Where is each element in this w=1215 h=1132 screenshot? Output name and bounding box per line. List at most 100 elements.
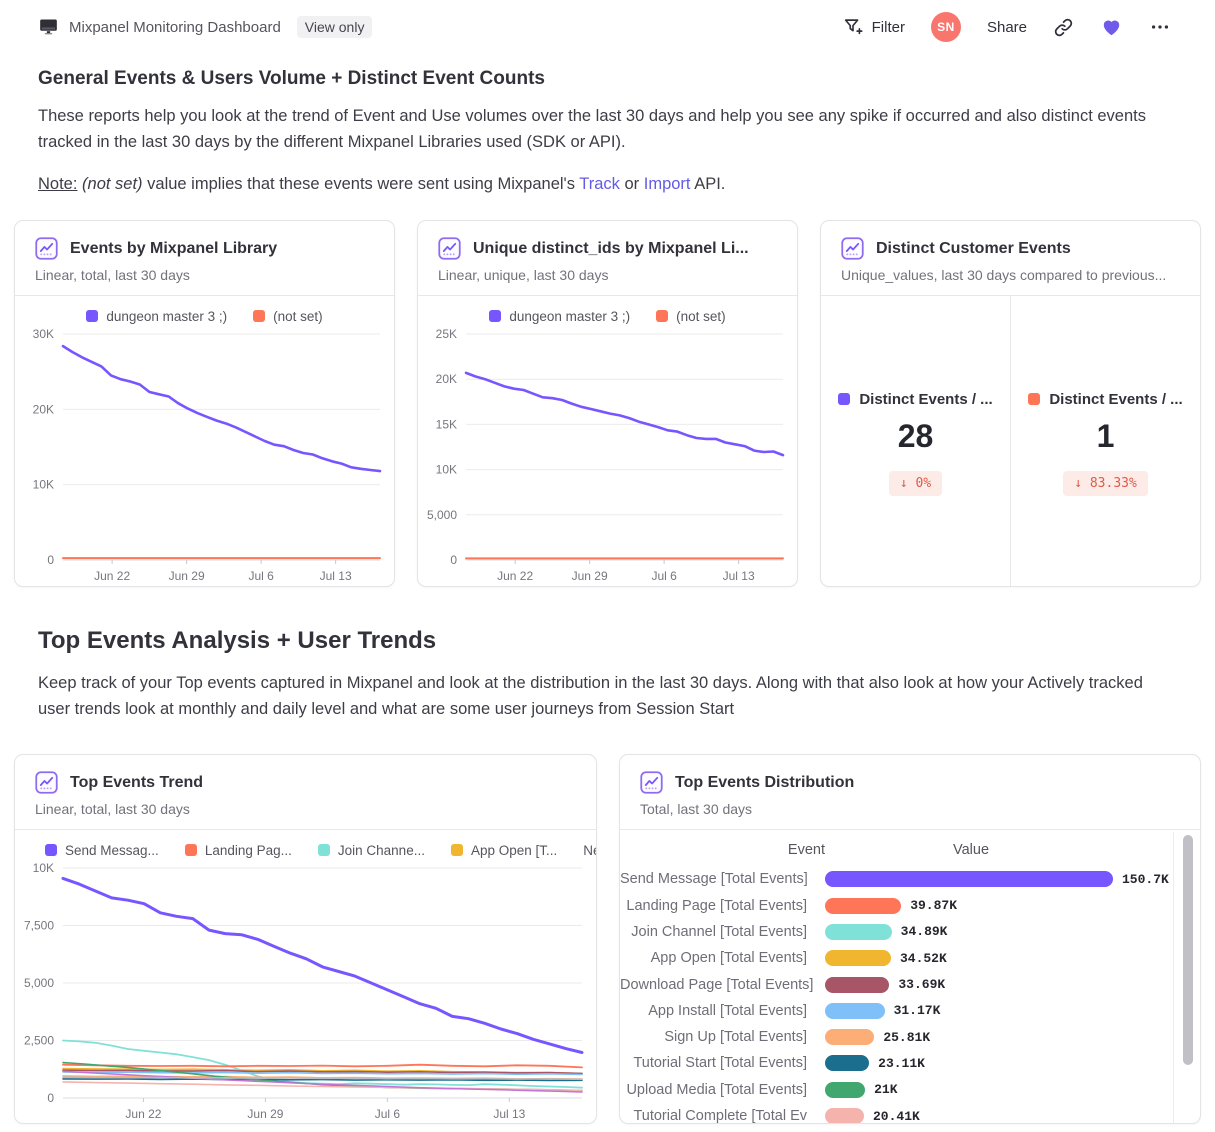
import-link[interactable]: Import <box>643 175 691 194</box>
value-label: 33.69K <box>898 977 946 993</box>
svg-text:10K: 10K <box>33 861 54 875</box>
line-chart-unique-distinct-ids[interactable]: 0 5,000 10K 15K 20K 25K Jun 22 Jun 29 Jul 6 Jul 1… <box>418 326 797 587</box>
legend-swatch <box>656 310 669 323</box>
chart-series-line <box>62 1076 583 1081</box>
view-only-badge[interactable]: View only <box>296 16 373 38</box>
section-description: These reports help you look at the trend… <box>38 107 1146 151</box>
card-title[interactable]: Unique distinct_ids by Mixpanel Li... <box>473 239 749 257</box>
table-row: Landing Page [Total Events] 39.87K <box>620 893 1198 919</box>
legend-item[interactable]: App Open [T... <box>450 843 557 858</box>
event-label: Tutorial Complete [Total Ev <box>633 1108 807 1125</box>
card-title[interactable]: Distinct Customer Events <box>876 239 1071 257</box>
chart-series-line <box>61 877 584 1055</box>
metric-label: Distinct Events / ... <box>1049 390 1183 408</box>
legend-item[interactable]: (not set) <box>656 309 726 324</box>
line-chart-top-events-trend[interactable]: 0 2,500 5,000 7,500 10K Jun 22 Jun 29 Jul 6 Jul … <box>15 860 596 1124</box>
scrollbar-track <box>1173 832 1174 1124</box>
card-subtitle: Linear, total, last 30 days <box>35 801 190 818</box>
monitor-icon <box>38 17 59 37</box>
value-bar[interactable] <box>825 1029 875 1046</box>
chart-legend: dungeon master 3 ;) (not set) <box>418 296 797 326</box>
legend-swatch <box>489 310 502 323</box>
favorite-heart-icon[interactable] <box>1100 16 1123 38</box>
table-row: App Open [Total Events] 34.52K <box>620 945 1198 971</box>
svg-text:Jul 13: Jul 13 <box>320 569 352 583</box>
insights-chart-icon <box>438 237 461 260</box>
value-label: 25.81K <box>883 1029 931 1045</box>
copy-link-icon[interactable] <box>1053 17 1074 38</box>
metric-panel: Distinct Events / ... 28 ↓ 0% <box>821 296 1011 587</box>
line-chart-events-by-library[interactable]: 0 10K 20K 30K Jun 22 Jun 29 Jul 6 Jul 13 <box>15 326 394 587</box>
card-top-events-trend: Top Events Trend Linear, total, last 30 … <box>14 754 597 1125</box>
legend-swatch <box>253 310 266 323</box>
svg-text:5,000: 5,000 <box>427 508 457 522</box>
event-label: Download Page [Total Events] <box>620 976 814 993</box>
legend-label: (not set) <box>676 308 726 324</box>
metric-legend[interactable]: Distinct Events / ... <box>1028 390 1183 408</box>
svg-text:0: 0 <box>450 553 457 567</box>
dashboard-title: Mixpanel Monitoring Dashboard <box>69 18 281 36</box>
legend-item[interactable]: (not set) <box>253 309 323 324</box>
table-row: Join Channel [Total Events] 34.89K <box>620 919 1198 945</box>
track-link[interactable]: Track <box>579 175 620 194</box>
event-label: App Install [Total Events] <box>648 1002 807 1019</box>
note-body: value implies that these events were sen… <box>147 175 575 194</box>
scrollbar-thumb[interactable] <box>1183 835 1193 1066</box>
section-heading-top-events: Top Events Analysis + User Trends <box>38 627 437 655</box>
svg-text:Jun 29: Jun 29 <box>169 569 205 583</box>
distribution-table: Event Value Send Message [Total Events] 1… <box>620 830 1200 1124</box>
value-label: 23.11K <box>878 1055 925 1071</box>
card-unique-distinct-ids: Unique distinct_ids by Mixpanel Li... Li… <box>417 220 798 588</box>
value-label: 34.52K <box>899 950 947 966</box>
more-menu-icon[interactable] <box>1149 16 1171 38</box>
change-badge: ↓ 0% <box>888 470 943 496</box>
legend-swatch <box>838 393 851 406</box>
value-bar[interactable] <box>825 1081 866 1098</box>
value-bar[interactable] <box>825 1002 885 1019</box>
svg-text:20K: 20K <box>436 372 457 386</box>
share-label: Share <box>986 18 1027 36</box>
svg-text:2,500: 2,500 <box>24 1034 54 1048</box>
card-title[interactable]: Top Events Distribution <box>675 773 855 791</box>
filter-button[interactable]: Filter <box>842 16 905 38</box>
metric-legend[interactable]: Distinct Events / ... <box>838 391 993 408</box>
legend-item[interactable]: dungeon master 3 ;) <box>489 309 630 324</box>
legend-item[interactable]: dungeon master 3 ;) <box>86 309 227 324</box>
legend-item[interactable]: Next 8 <box>583 843 596 858</box>
note-api: API. <box>694 175 726 194</box>
value-bar[interactable] <box>825 950 891 967</box>
legend-item[interactable]: Join Channe... <box>317 843 425 858</box>
svg-text:Jul 6: Jul 6 <box>248 569 274 583</box>
svg-text:Jul 13: Jul 13 <box>723 569 755 583</box>
insights-chart-icon <box>841 237 864 260</box>
svg-text:10K: 10K <box>436 463 457 477</box>
legend-item[interactable]: Send Messag... <box>45 843 159 858</box>
svg-text:25K: 25K <box>436 327 457 341</box>
card-title[interactable]: Top Events Trend <box>70 773 204 791</box>
value-bar[interactable] <box>825 871 1113 888</box>
funnel-plus-icon <box>842 16 864 38</box>
share-button[interactable]: Share <box>987 19 1027 36</box>
value-bar[interactable] <box>825 897 902 914</box>
card-title[interactable]: Events by Mixpanel Library <box>70 239 278 257</box>
note-or: or <box>624 175 640 194</box>
avatar[interactable]: SN <box>930 12 961 42</box>
legend-label: Send Messag... <box>65 842 159 858</box>
value-bar[interactable] <box>825 1055 870 1072</box>
card-subtitle: Linear, total, last 30 days <box>35 267 190 284</box>
legend-item[interactable]: Landing Pag... <box>184 842 292 858</box>
table-row: Tutorial Start [Total Events] 23.11K <box>620 1050 1198 1076</box>
note-not-set: (not set) <box>82 175 143 194</box>
value-bar[interactable] <box>825 1108 864 1124</box>
svg-text:7,500: 7,500 <box>24 919 54 933</box>
legend-label: Landing Pag... <box>204 842 292 858</box>
section-heading-general-events: General Events & Users Volume + Distinct… <box>38 68 545 89</box>
value-label: 21K <box>874 1082 898 1098</box>
event-label: Tutorial Start [Total Events] <box>633 1055 807 1072</box>
value-bar[interactable] <box>825 923 892 940</box>
value-bar[interactable] <box>825 976 890 993</box>
svg-text:5,000: 5,000 <box>24 976 54 990</box>
chart-series-line <box>62 1064 583 1069</box>
value-label: 150.7K <box>1122 871 1169 887</box>
event-label: Send Message [Total Events] <box>620 871 808 888</box>
